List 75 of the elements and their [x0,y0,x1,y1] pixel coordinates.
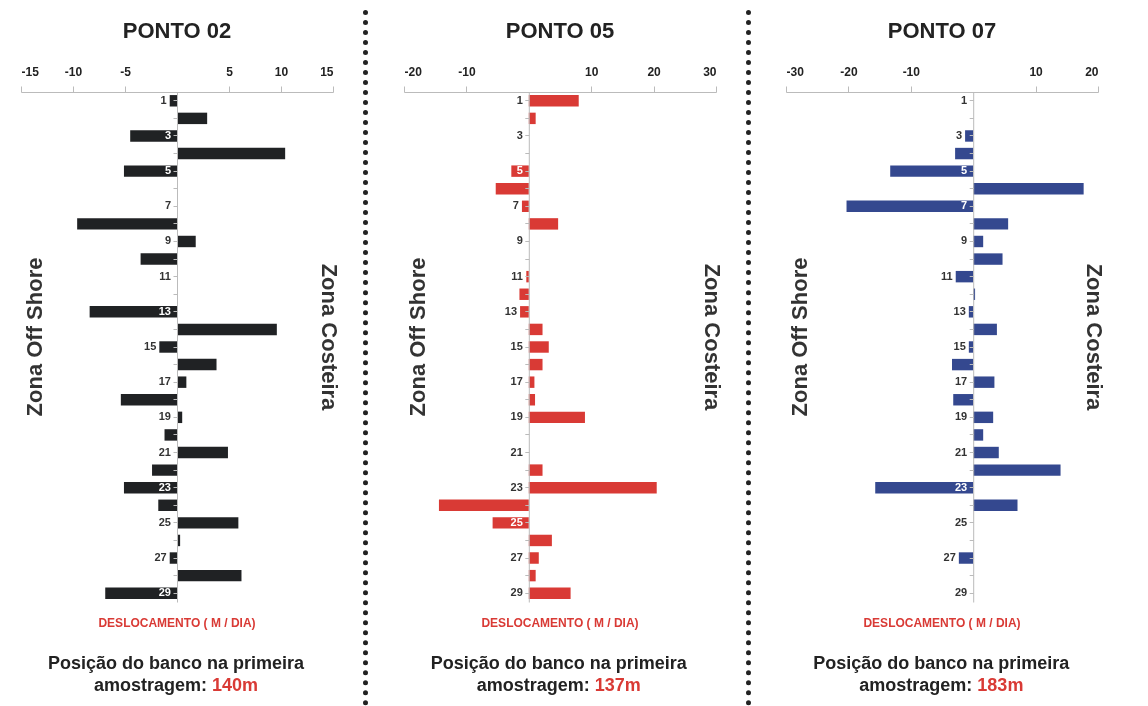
x-axis-title: DESLOCAMENTO ( M / DIA) [481,616,639,630]
y-tick-label: 25 [955,515,968,528]
x-tick-label: -20 [404,64,422,79]
y-tick-label: 19 [955,410,968,423]
y-tick-label: 27 [510,551,523,564]
y-tick-label: 7 [512,199,519,212]
y-tick-label: 3 [516,128,523,141]
y-tick-label: 13 [953,304,967,317]
y-tick-label: 11 [159,269,171,282]
y-tick-label: 1 [516,93,523,106]
x-tick-label: 5 [226,64,234,79]
x-tick-label: 15 [320,64,334,79]
y-tick-label: 17 [955,375,968,388]
x-tick-label: 30 [702,64,717,79]
text: Posição do banco na primeira amostragem: 183m [813,653,1070,695]
y-tick-label: 29 [955,586,968,599]
y-tick-label: 15 [953,340,967,352]
text: Posição do banco na primeira amostragem: 140m [47,653,305,695]
y-tick-label: 19 [158,410,171,423]
y-tick-label: 5 [516,164,523,177]
y-tick-label: 25 [510,515,523,528]
x-tick-label: -10 [457,64,476,79]
y-tick-label: 17 [158,375,171,388]
y-tick-label: 21 [510,445,523,458]
y-tick-label: 21 [955,445,968,458]
x-axis-title: DESLOCAMENTO ( M / DIA) [863,616,1021,630]
y-tick-label: 3 [164,128,171,141]
y-tick-label: 17 [510,375,523,388]
x-tick-label: -15 [21,64,40,79]
y-tick-label: 7 [164,199,171,212]
y-tick-label: 7 [961,199,968,212]
y-tick-label: 27 [154,551,167,564]
y-tick-label: 13 [504,304,517,317]
y-tick-label: 11 [941,269,954,282]
x-tick-label: -5 [120,64,132,79]
y-tick-label: 9 [516,234,523,247]
text: Posição do banco na primeira amostragem: 137m [430,653,687,695]
y-tick-label: 1 [160,93,167,106]
y-tick-label: 5 [164,164,171,177]
annotation: Zona Costeira [699,263,725,412]
x-tick-label: -20 [840,64,859,79]
y-tick-label: 9 [961,234,968,247]
annotation: Zona Off Shore [22,257,47,417]
x-tick-label: 20 [647,64,661,79]
y-tick-label: 29 [510,586,523,599]
annotation: Zona Costeira [317,263,342,412]
chart-title: PONTO 02 [122,18,232,43]
annotation: Zona Costeira [1082,263,1108,412]
x-tick-label: 10 [1029,64,1044,79]
y-tick-label: 1 [961,93,968,106]
y-tick-label: 27 [943,551,957,564]
y-tick-label: 23 [955,480,968,493]
y-tick-label: 21 [158,445,171,458]
x-tick-label: 10 [584,64,599,79]
x-axis-title: DESLOCAMENTO ( M / DIA) [98,616,256,630]
y-tick-label: 25 [158,515,171,528]
chart-title: PONTO 05 [505,18,614,43]
y-tick-label: 15 [510,340,523,352]
chart-title: PONTO 07 [888,18,997,43]
y-tick-label: 11 [510,269,523,282]
x-tick-label: 10 [274,64,289,79]
x-tick-label: -30 [786,64,805,79]
y-tick-label: 3 [956,128,963,141]
y-tick-label: 9 [164,234,171,247]
y-tick-label: 13 [158,304,171,317]
y-tick-label: 29 [158,586,171,599]
y-tick-label: 23 [510,480,523,493]
annotation: Zona Off Shore [404,257,430,417]
annotation: Zona Off Shore [787,257,813,417]
y-tick-label: 5 [961,164,968,177]
y-tick-label: 19 [510,410,523,423]
x-tick-label: -10 [64,64,83,79]
x-tick-label: 20 [1085,64,1100,79]
y-tick-label: 23 [158,480,171,493]
x-tick-label: -10 [902,64,921,79]
